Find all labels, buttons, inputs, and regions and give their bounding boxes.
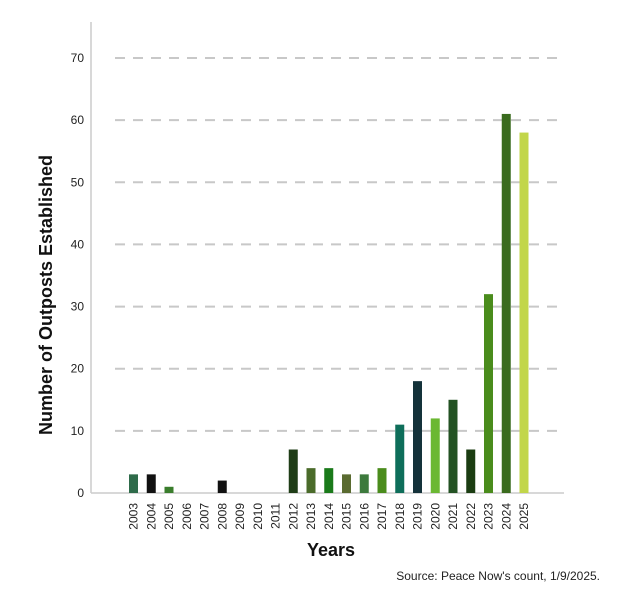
bar-2005: [164, 486, 174, 493]
y-tick-label: 10: [71, 424, 85, 438]
bar-2020: [430, 418, 440, 493]
bar-2019: [413, 381, 422, 493]
y-axis-ticks: 0 10 20 30 40 50 60 70: [71, 51, 85, 500]
x-axis-ticks: 2003 2004 2005 2006 2007 2008 2009 2010 2011 2012…: [127, 503, 532, 530]
bar-2013: [306, 468, 316, 493]
x-tick-label: 2019: [411, 503, 425, 530]
x-tick-label: 2004: [144, 503, 158, 530]
y-axis-title: Number of Outposts Established: [36, 155, 56, 435]
bar-2021: [448, 399, 458, 493]
y-tick-label: 70: [71, 51, 85, 65]
y-tick-label: 30: [71, 300, 85, 314]
x-tick-label: 2008: [215, 503, 229, 530]
x-axis-title: Years: [307, 540, 355, 560]
bars: [129, 113, 529, 494]
bar-2014: [324, 468, 334, 493]
bar-2016: [359, 474, 369, 493]
x-tick-label: 2003: [127, 503, 141, 530]
x-tick-label: 2012: [286, 503, 300, 530]
x-tick-label: 2017: [375, 503, 389, 530]
y-tick-label: 20: [71, 362, 85, 376]
bar-2018: [395, 424, 405, 493]
x-tick-label: 2022: [464, 503, 478, 530]
bar-2025: [519, 132, 529, 494]
x-tick-label: 2023: [482, 503, 496, 530]
bar-2023: [484, 294, 493, 493]
x-tick-label: 2015: [340, 503, 354, 530]
source-note: Source: Peace Now's count, 1/9/2025.: [396, 569, 600, 583]
x-tick-label: 2010: [251, 503, 265, 530]
bar-2008: [217, 480, 227, 493]
x-tick-label: 2006: [180, 503, 194, 530]
x-tick-label: 2005: [162, 503, 176, 530]
x-tick-label: 2013: [304, 503, 318, 530]
x-tick-label: 2024: [499, 503, 513, 530]
y-tick-label: 60: [71, 113, 85, 127]
x-tick-label: 2025: [517, 503, 531, 530]
x-tick-label: 2016: [357, 503, 371, 530]
x-tick-label: 2011: [269, 503, 283, 529]
x-tick-label: 2018: [393, 503, 407, 530]
gridlines: [115, 57, 560, 432]
x-tick-label: 2014: [322, 503, 336, 530]
bar-2003: [129, 474, 138, 493]
bar-2022: [466, 449, 476, 493]
x-tick-label: 2009: [233, 503, 247, 530]
bar-2017: [377, 468, 387, 493]
x-tick-label: 2020: [428, 503, 442, 530]
bar-2004: [146, 474, 156, 493]
x-tick-label: 2007: [198, 503, 212, 530]
y-tick-label: 50: [71, 175, 85, 189]
y-tick-label: 0: [77, 486, 84, 500]
y-tick-label: 40: [71, 237, 85, 251]
bar-2024: [501, 113, 511, 493]
bar-2012: [288, 449, 298, 493]
x-tick-label: 2021: [446, 503, 460, 530]
bar-2015: [342, 474, 351, 493]
